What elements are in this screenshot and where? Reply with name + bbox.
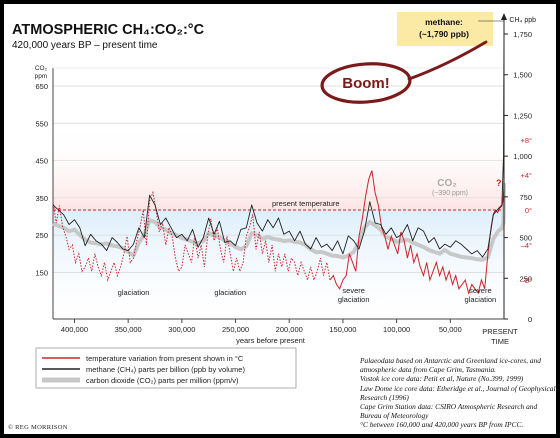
methane-callout-box <box>397 12 493 46</box>
ch4-tick-label: 500 <box>519 234 532 243</box>
ch4-tick-label: 250 <box>519 274 532 283</box>
ch4-zero-label: 0 <box>528 315 532 324</box>
boom-stroke <box>407 40 488 81</box>
glaciation-label: glaciation <box>214 288 246 297</box>
chart-subtitle: 420,000 years BP – present time <box>12 40 158 51</box>
co2-axis-unit: ppm <box>35 73 48 80</box>
x-tick-label: 50,000 <box>439 325 462 334</box>
source-line: Cape Grim Station data: CSIRO Atmospheri… <box>360 402 538 421</box>
copyright: © REG MORRISON <box>8 424 68 431</box>
x-tick-label: 200,000 <box>276 325 303 334</box>
x-tick-label: 350,000 <box>115 325 142 334</box>
source-notes: Palaeodata based on Antarctic and Greenl… <box>360 356 556 430</box>
temperature-series-solid <box>329 170 505 295</box>
glaciation-label: glaciation <box>118 288 150 297</box>
source-line: Vostok ice core data: Petit et al, Natur… <box>360 374 524 384</box>
temperature-tick-label: +8° <box>520 136 532 145</box>
temperature-question-mark: ? <box>496 178 502 188</box>
ch4-axis-label: CH₄ ppb <box>509 17 536 24</box>
chart-frame: present temperature 250 500 750 1,000 1,250 1,… <box>4 4 556 434</box>
co2-callout-value: (~390 ppm) <box>432 190 468 197</box>
x-tick-label: 100,000 <box>383 325 410 334</box>
methane-callout-value: (~1,790 ppb) <box>419 29 469 39</box>
co2-tick-label: 150 <box>35 268 48 277</box>
x-tick-label: 150,000 <box>329 325 356 334</box>
ch4-tick-label: 1,500 <box>513 71 532 80</box>
chart-svg: present temperature 250 500 750 1,000 1,250 1,… <box>12 12 536 389</box>
glaciation-label: severe <box>469 286 492 295</box>
glaciation-label: glaciation <box>465 295 497 304</box>
ch4-tick-label: 1,000 <box>513 152 532 161</box>
legend-entry: temperature variation from present shown… <box>86 354 244 363</box>
co2-tick-label: 450 <box>35 157 48 166</box>
x-tick-label: 300,000 <box>168 325 195 334</box>
present-temperature-label: present temperature <box>272 199 340 208</box>
co2-axis-label: CO₂ <box>35 65 48 72</box>
co2-tick-label: 650 <box>35 82 48 91</box>
methane-callout-label: methane: <box>425 17 463 27</box>
present-time-label: PRESENT <box>482 327 518 336</box>
boom-annotation: Boom! <box>342 75 390 92</box>
co2-callout-label: CO₂ <box>437 178 456 189</box>
methane-series-line <box>52 27 505 258</box>
glaciation-label: severe <box>342 286 365 295</box>
temperature-tick-label: +4° <box>520 171 532 180</box>
ch4-tick-label: 1,250 <box>513 111 532 120</box>
source-line: Law Dome ice core data: Etheridge et al.… <box>360 383 556 402</box>
ch4-tick-label: 750 <box>519 193 532 202</box>
ch4-tick-label: 1,750 <box>513 30 532 39</box>
temperature-series-dotted <box>52 190 331 282</box>
source-line: °C between 160,000 and 420,000 years BP … <box>360 420 524 430</box>
source-line: Palaeodata based on Antarctic and Greenl… <box>360 356 541 375</box>
cold-band <box>53 210 504 319</box>
co2-series-line <box>52 182 506 262</box>
x-tick-label: 400,000 <box>61 325 88 334</box>
present-time-label: TIME <box>491 337 509 346</box>
right-axis-arrow <box>501 13 507 20</box>
co2-tick-label: 350 <box>35 194 48 203</box>
co2-tick-label: 250 <box>35 231 48 240</box>
temperature-tick-label: –4° <box>521 241 532 250</box>
chart-title: ATMOSPHERIC CH₄:CO₂:°C <box>12 22 205 38</box>
temperature-tick-label: 0° <box>525 206 532 215</box>
warm-band <box>53 124 504 210</box>
co2-tick-label: 550 <box>35 119 48 128</box>
x-axis-label: years before present <box>236 336 306 345</box>
legend-entry: methane (CH₄) parts per billion (ppb by … <box>86 365 245 374</box>
temperature-tick-label: –8° <box>521 276 532 285</box>
x-tick-label: 250,000 <box>222 325 249 334</box>
legend-entry: carbon dioxide (CO₂) parts per million (… <box>86 376 239 385</box>
glaciation-label: glaciation <box>338 295 370 304</box>
